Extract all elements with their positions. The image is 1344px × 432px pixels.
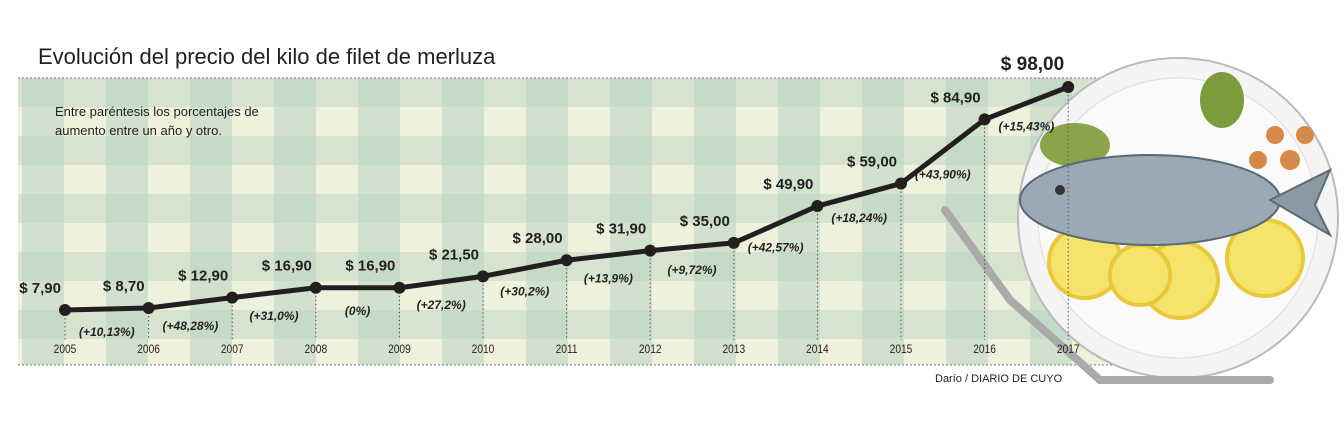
source: Darío / DIARIO DE CUYO (935, 373, 1063, 385)
value-label: $ 12,90 (178, 268, 228, 285)
value-label: $ 31,90 (596, 221, 646, 238)
point (393, 281, 406, 294)
point (142, 302, 155, 315)
x-tick-label: 2005 (54, 343, 77, 356)
point (560, 254, 573, 267)
change-label: (+13,9%) (584, 272, 633, 286)
change-label: (+10,13%) (79, 325, 135, 339)
point (978, 113, 991, 126)
change-label: (+9,72%) (667, 263, 716, 277)
background (18, 78, 1118, 365)
x-tick-label: 2007 (221, 343, 244, 356)
value-label: $ 28,00 (513, 230, 563, 247)
change-label: (+30,2%) (500, 284, 549, 298)
value-label: $ 7,90 (19, 280, 61, 297)
value-label: $ 16,90 (262, 258, 312, 275)
point (59, 304, 71, 316)
value-label: $ 8,70 (103, 278, 145, 295)
x-tick-label: 2008 (304, 343, 327, 356)
x-tick-label: 2014 (806, 343, 829, 356)
change-label: (+18,24%) (831, 211, 887, 225)
x-tick-label: 2016 (973, 343, 996, 356)
change-label: (+43,90%) (915, 168, 971, 182)
value-label: $ 49,90 (763, 176, 813, 193)
point (226, 291, 239, 304)
value-label: $ 21,50 (429, 246, 479, 263)
note-box: Entre paréntesis los porcentajes de aume… (55, 104, 259, 138)
x-tick-label: 2011 (556, 343, 578, 356)
x-tick-label: 2010 (472, 343, 495, 356)
change-label: (+31,0%) (249, 309, 298, 323)
point (1062, 81, 1075, 93)
change-label: (+42,57%) (748, 241, 804, 255)
chart-title: Evolución del precio del kilo de filet d… (38, 44, 496, 69)
x-tick-label: 2009 (388, 343, 411, 356)
point (895, 177, 907, 190)
change-label: (+27,2%) (417, 298, 466, 312)
change-label: (+48,28%) (163, 319, 219, 333)
change-label: (+15,43%) (999, 119, 1055, 133)
x-tick-label: 2015 (890, 343, 913, 356)
point (309, 281, 322, 294)
note: Entre paréntesis los porcentajes de aume… (55, 104, 259, 138)
x-tick-label: 2012 (639, 343, 662, 356)
point (644, 244, 657, 257)
x-tick-label: 2017 (1057, 343, 1080, 356)
value-label: $ 16,90 (345, 258, 395, 275)
value-label: $ 59,00 (847, 153, 897, 170)
point (477, 270, 489, 283)
x-tick-label: 2006 (137, 343, 160, 356)
x-tick-label: 2013 (722, 343, 745, 356)
point (727, 236, 740, 249)
plate-illustration (941, 57, 1339, 384)
value-label: $ 98,00 (1001, 54, 1064, 75)
point (811, 200, 824, 213)
value-label: $ 84,90 (931, 89, 981, 106)
value-label: $ 35,00 (680, 213, 730, 230)
change-label: (0%) (345, 304, 370, 318)
